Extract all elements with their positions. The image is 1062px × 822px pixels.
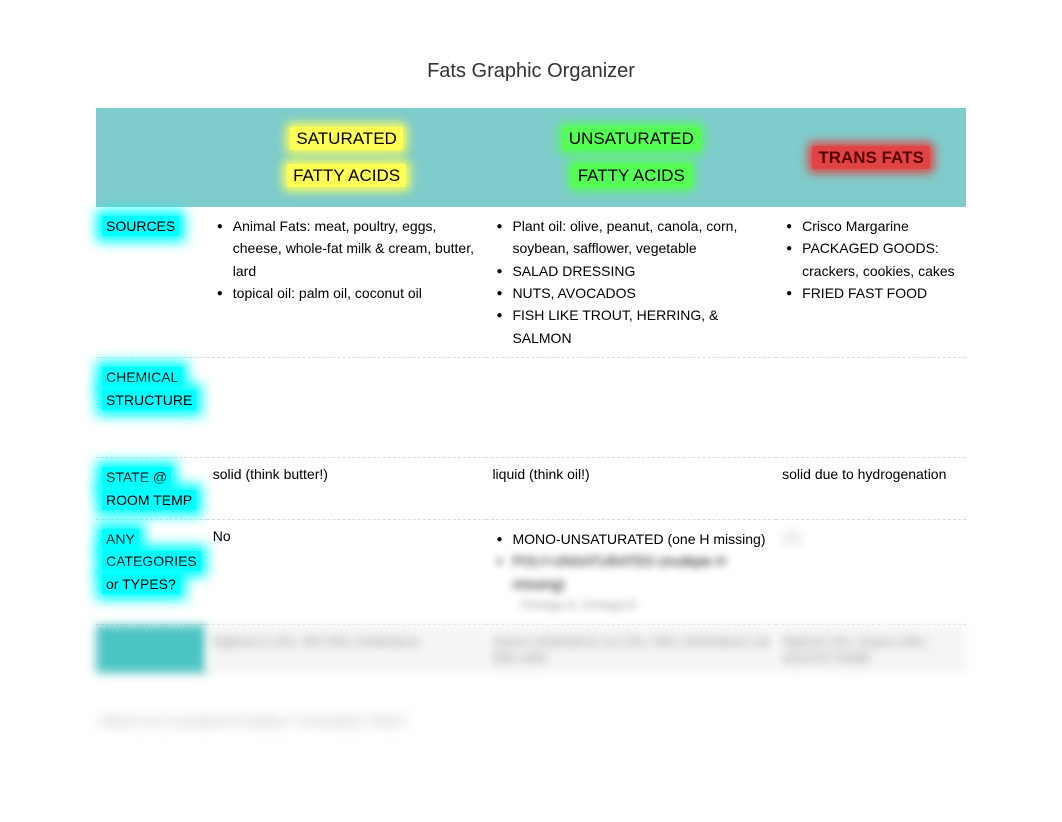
state-unsaturated: liquid (think oil!) [486,458,776,520]
col-header-trans: TRANS FATS [776,108,966,207]
list-item: Crisco Margarine [782,215,960,237]
footer-blur: Which are considered healthy? Unhealthy?… [100,713,1012,729]
state-trans: solid due to hydrogenation [776,458,966,520]
col-header-saturated: SATURATED FATTY ACIDS [207,108,487,207]
state-label-1: STATE @ [102,467,171,487]
page-title: Fats Graphic Organizer [50,60,1012,83]
blur-saturated: highest in LDL; NO HDL cholesterol [207,624,487,673]
sources-saturated: Animal Fats: meat, poultry, eggs, cheese… [207,207,487,358]
categories-saturated: No [207,519,487,624]
row-chemical: CHEMICAL STRUCTURE [96,358,966,458]
saturated-label-1: SATURATED [290,127,402,150]
list-item: SALAD DRESSING [492,260,770,282]
list-item: PACKAGED GOODS: crackers, cookies, cakes [782,237,960,282]
blur-unsaturated: lowers cholesterol; no LDL; HDL choleste… [486,624,776,673]
chemical-label-2: STRUCTURE [102,390,196,410]
categories-unsaturated: MONO-UNSATURATED (one H missing) POLY-UN… [486,519,776,624]
list-item: FRIED FAST FOOD [782,282,960,304]
row-categories: ANY CATEGORIES or TYPES? No MONO-UNSATUR… [96,519,966,624]
categories-trans [776,519,966,624]
state-saturated: solid (think butter!) [207,458,487,520]
row-label-state: STATE @ ROOM TEMP [96,458,207,520]
list-item: Plant oil: olive, peanut, canola, corn, … [492,215,770,260]
categories-label-2: CATEGORIES [102,551,201,571]
sources-trans: Crisco Margarine PACKAGED GOODS: cracker… [776,207,966,358]
row-state: STATE @ ROOM TEMP solid (think butter!) … [96,458,966,520]
trans-label: TRANS FATS [812,146,929,169]
categories-label-3: or TYPES? [102,574,180,594]
header-row: SATURATED FATTY ACIDS UNSATURATED FATTY … [96,108,966,207]
chemical-saturated [207,358,487,458]
row-label-chemical: CHEMICAL STRUCTURE [96,358,207,458]
state-label-2: ROOM TEMP [102,490,196,510]
fats-table: SATURATED FATTY ACIDS UNSATURATED FATTY … [96,108,966,673]
chemical-label-1: CHEMICAL [102,367,182,387]
chemical-trans [776,358,966,458]
saturated-label-2: FATTY ACIDS [287,164,406,187]
list-item-blurred: POLY-UNSATURATED (multiple H missing) [492,550,770,595]
col-header-unsaturated: UNSATURATED FATTY ACIDS [486,108,776,207]
row-label-categories: ANY CATEGORIES or TYPES? [96,519,207,624]
nested-blur-text: Omega-3, Omega-6 [492,595,770,616]
list-item: MONO-UNSATURATED (one H missing) [492,528,770,550]
list-item: Animal Fats: meat, poultry, eggs, cheese… [213,215,481,282]
sources-label-text: SOURCES [102,216,179,236]
row-sources: SOURCES Animal Fats: meat, poultry, eggs… [96,207,966,358]
sources-unsaturated: Plant oil: olive, peanut, canola, corn, … [486,207,776,358]
list-item: FISH LIKE TROUT, HERRING, & SALMON [492,304,770,349]
row-label-sources: SOURCES [96,207,207,358]
unsaturated-label-2: FATTY ACIDS [572,164,691,187]
chemical-unsaturated [486,358,776,458]
list-item: topical oil: palm oil, coconut oil [213,282,481,304]
categories-label-1: ANY [102,529,139,549]
list-item: NUTS, AVOCADOS [492,282,770,304]
blur-row-label [96,624,207,673]
blur-box [782,531,802,545]
row-blurred-bottom: highest in LDL; NO HDL cholesterol lower… [96,624,966,673]
blur-trans: highest LDL; lowers HDL; worst for healt… [776,624,966,673]
unsaturated-label-1: UNSATURATED [563,127,700,150]
corner-cell [96,108,207,207]
